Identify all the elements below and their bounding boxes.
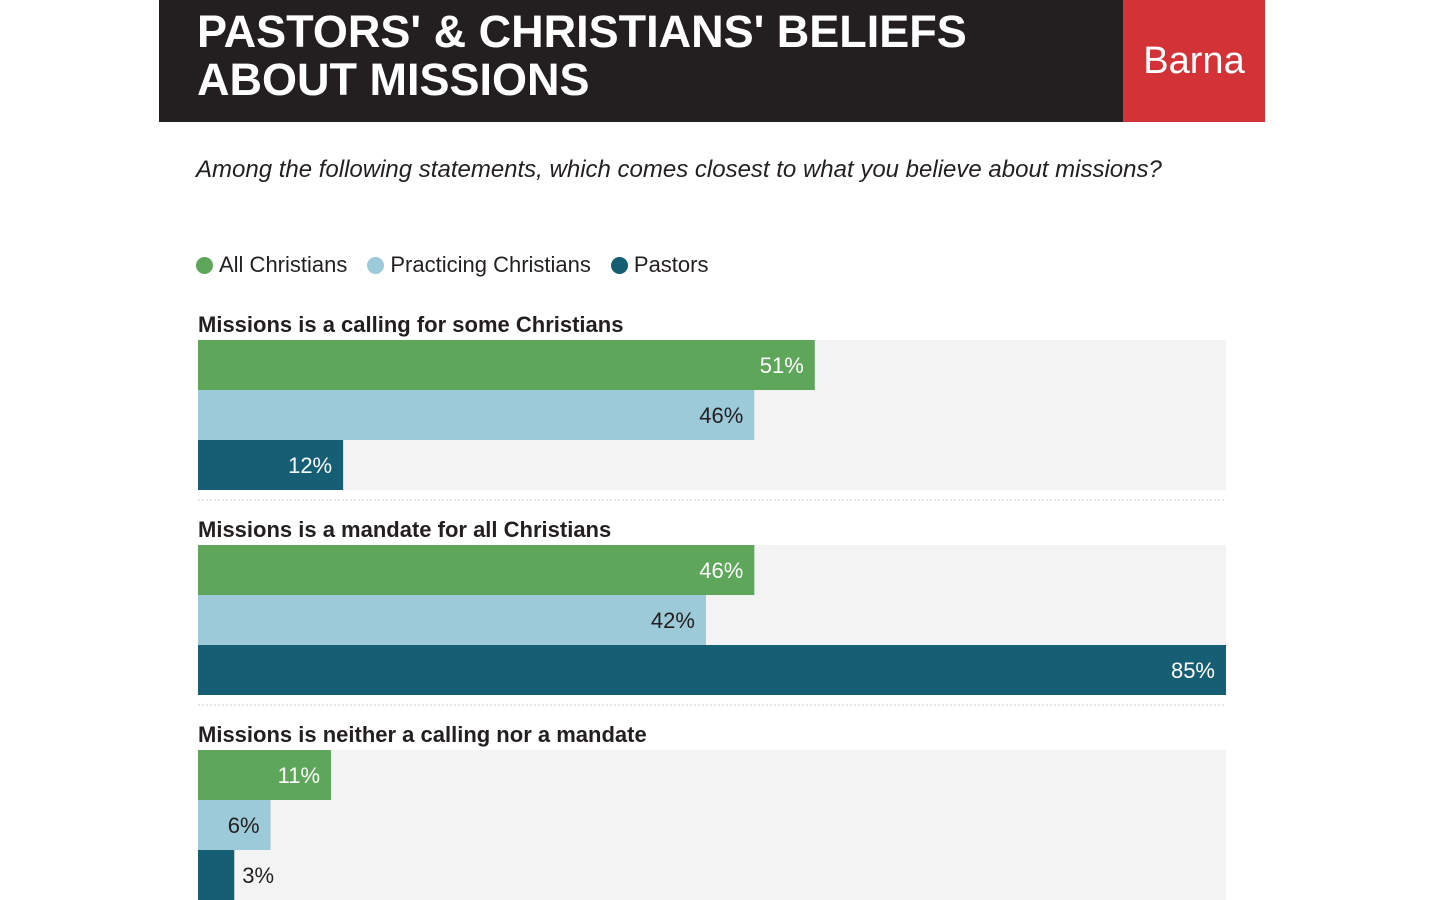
legend-label: Practicing Christians — [390, 252, 591, 277]
category-label: Missions is a mandate for all Christians — [198, 517, 611, 542]
bar-value-label: 12% — [288, 453, 332, 478]
legend-label: All Christians — [219, 252, 348, 277]
bar-value-label: 11% — [278, 763, 320, 788]
survey-question: Among the following statements, which co… — [196, 156, 1162, 183]
chart-title-line-1: PASTORS' & CHRISTIANS' BELIEFS — [197, 6, 967, 57]
bar-track — [198, 750, 1226, 900]
legend-item-2: Practicing Christians — [367, 252, 591, 278]
legend-item-3: Pastors — [610, 252, 709, 278]
legend-swatch — [196, 256, 213, 274]
bar — [198, 440, 344, 490]
category-label: Missions is neither a calling nor a mand… — [198, 722, 647, 747]
bar — [198, 800, 271, 850]
chart-title-line-2: ABOUT MISSIONS — [197, 54, 590, 105]
chart-legend: All Christians Practicing Christians Pasto… — [196, 252, 728, 278]
legend-swatch — [610, 256, 628, 274]
bar — [198, 390, 755, 440]
legend-swatch — [367, 256, 385, 274]
legend-label: Pastors — [633, 252, 709, 277]
bar-value-label: 46% — [699, 558, 743, 583]
bar — [198, 850, 235, 900]
bar-value-label: 6% — [228, 813, 260, 838]
bar-value-label: 85% — [1171, 658, 1215, 683]
bar — [198, 545, 755, 595]
bar-value-label: 46% — [699, 403, 743, 428]
bar-value-label: 51% — [760, 353, 804, 378]
bar-value-label: 3% — [242, 863, 274, 888]
bar — [198, 595, 706, 645]
bar — [198, 750, 332, 800]
header-banner: PASTORS' & CHRISTIANS' BELIEFS ABOUT MIS… — [159, 0, 1265, 122]
category-label: Missions is a calling for some Christian… — [198, 312, 623, 337]
brand-logo: Barna — [1123, 0, 1265, 122]
bar — [198, 340, 815, 390]
chart-title: PASTORS' & CHRISTIANS' BELIEFS ABOUT MIS… — [197, 8, 1097, 104]
legend-item-1: All Christians — [196, 252, 347, 278]
bar — [198, 645, 1226, 695]
bar-value-label: 42% — [651, 608, 695, 633]
